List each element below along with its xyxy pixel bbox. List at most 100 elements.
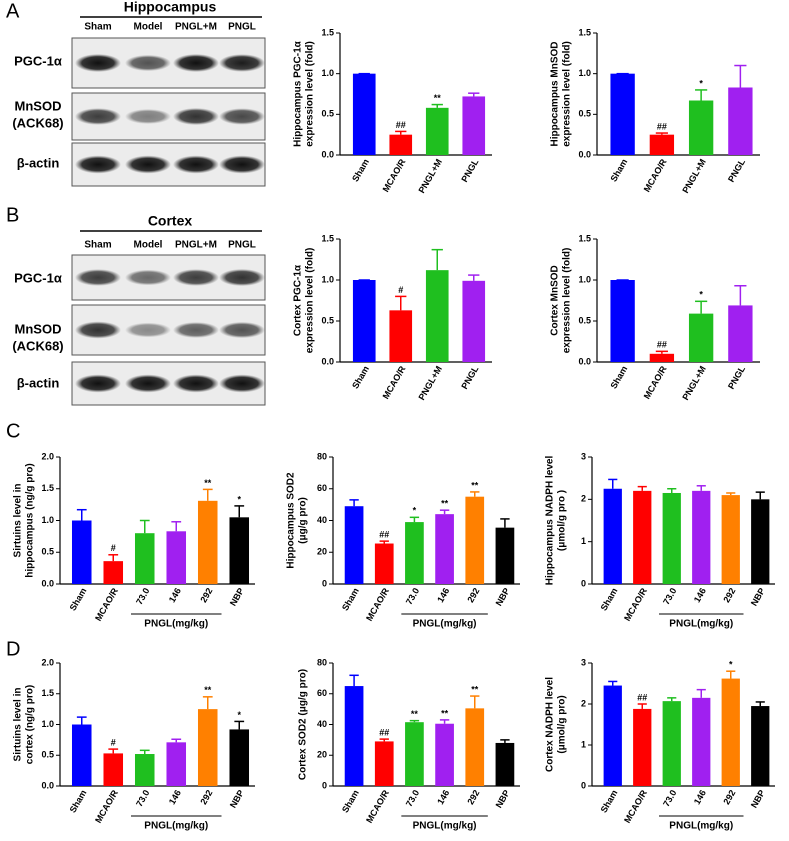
blot-band [173,54,219,72]
bar [462,96,486,155]
significance-label: ** [434,93,442,103]
y-axis-label: Sirtuins level in [13,484,24,558]
panel-label: A [6,0,20,22]
bar-chart: 0.0 0.5 1.0 1.5 Cortex PGC-1α expression leve… [293,233,492,402]
x-tick-label: 73.0 [404,586,421,606]
x-tick-label: NBP [494,788,512,809]
significance-label: ## [379,530,389,540]
group-label: PNGL(mg/kg) [144,821,208,832]
y-tick-label: 0.5 [321,315,334,325]
x-tick-label: Sham [608,364,629,390]
x-tick-label: 146 [692,586,708,604]
y-tick-label: 1.0 [578,274,591,284]
blot-band [125,322,171,338]
y-axis-label: Hippocampus NADPH level [545,456,556,586]
blot-band [125,54,171,72]
y-tick-label: 0.5 [41,750,54,760]
y-tick-label: 0.0 [578,149,591,159]
x-tick-label: NBP [228,586,246,607]
x-tick-label: PNGL [726,157,747,184]
y-tick-label: 1.0 [41,515,54,525]
x-tick-label: 73.0 [404,788,421,808]
bar [405,522,424,584]
blot-band [173,107,219,126]
y-tick-label: 80 [317,657,327,667]
significance-label: ## [657,340,667,350]
y-tick-label: 2 [581,494,586,504]
group-label: PNGL(mg/kg) [413,619,477,630]
bar [71,520,92,584]
lane-label: PNGL+M [175,240,217,251]
y-axis-label: Hippocampus SOD2 [286,472,297,569]
x-tick-label: MCAO/R [364,788,391,825]
x-tick-label: 73.0 [134,586,151,606]
significance-label: * [237,710,241,720]
x-tick-label: 146 [435,586,451,604]
y-tick-label: 1.0 [41,719,54,729]
panel-label: B [6,204,19,226]
bar [603,488,622,584]
bar [721,678,740,786]
x-tick-label: PNGL+M [416,364,444,402]
blot-row-label: β-actin [17,155,60,170]
y-tick-label: 1.5 [321,233,334,243]
significance-label: # [398,285,403,295]
blot-row-label: PGC-1α [14,270,62,285]
blot-band [125,374,171,393]
y-tick-label: 0 [322,780,327,790]
bar [649,353,675,362]
bar [134,754,155,786]
bar [465,496,485,584]
y-tick-label: 0.5 [578,315,591,325]
bar-chart: 0.0 0.5 1.0 1.5 2.0 Sirtuins level in hippocam… [13,451,255,630]
bar [103,753,124,786]
blot-band [75,321,121,339]
bar [425,107,449,155]
x-tick-label: 146 [692,788,708,806]
y-tick-label: 1.0 [321,274,334,284]
blot-band [173,374,219,393]
bar [728,87,753,155]
x-tick-label: MCAO/R [642,157,669,194]
y-tick-label: 1 [581,739,586,749]
blot-row-label: β-actin [17,375,60,390]
y-tick-label: 0.0 [41,780,54,790]
bar [495,527,515,584]
blot-title: Cortex [148,213,193,229]
bar [352,280,376,362]
bar [633,490,652,584]
bar [389,310,413,362]
x-tick-label: 292 [198,586,214,604]
bar [435,723,454,786]
blot-band [75,155,121,174]
bar-chart: 0 1 2 3 Hippocampus NADPH level (μmol/g pro )… [545,451,775,630]
bar [344,686,364,786]
y-axis-label: expression level (fold) [305,248,316,354]
x-tick-label: Sham [68,788,89,814]
blot-band [75,54,121,72]
y-axis-label: Cortex PGC-1α [293,264,304,336]
y-tick-label: 0 [322,578,327,588]
blot-band [75,269,121,286]
blot-band [125,269,171,286]
x-tick-label: PNGL+M [416,157,444,195]
y-tick-label: 1.0 [578,68,591,78]
x-tick-label: NBP [749,788,767,809]
blot-band [219,321,265,339]
y-tick-label: 20 [317,750,327,760]
y-tick-label: 20 [317,547,327,557]
bar [435,514,454,584]
blot-band [125,155,171,174]
x-tick-label: PNGL [459,364,480,391]
y-tick-label: 80 [317,451,327,461]
x-tick-label: 292 [465,788,481,806]
bar-chart: 0.0 0.5 1.0 1.5 2.0 Sirtuins level in cortex (… [13,657,255,832]
significance-label: # [111,737,116,747]
significance-label: ** [411,709,419,719]
bar [692,490,711,584]
significance-label: # [111,543,116,553]
significance-label: * [729,660,733,670]
blot-row-label: (ACK68) [12,115,63,130]
x-tick-label: MCAO/R [364,586,391,623]
bar [751,499,770,584]
